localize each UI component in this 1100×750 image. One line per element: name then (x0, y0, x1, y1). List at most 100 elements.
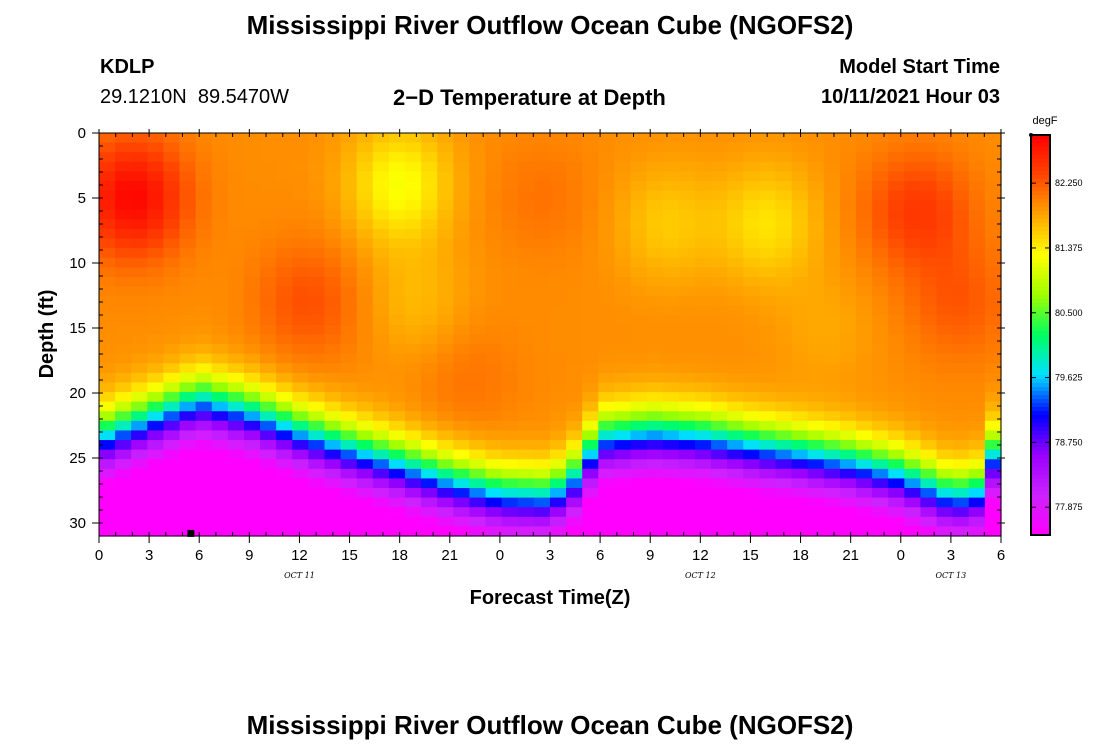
heatmap-cell (872, 372, 889, 384)
heatmap-cell (276, 296, 293, 307)
heatmap-cell (421, 420, 438, 432)
heatmap-cell (211, 286, 229, 297)
heatmap-cell (195, 382, 213, 393)
heatmap-cell (115, 238, 132, 249)
heatmap-cell (388, 382, 406, 393)
heatmap-cell (582, 363, 599, 374)
heatmap-cell (243, 507, 261, 518)
heatmap-cell (453, 497, 471, 508)
heatmap-cell (630, 526, 648, 537)
heatmap-cell (163, 488, 181, 499)
heatmap-cell (791, 267, 809, 278)
colorbar-segment (1031, 463, 1050, 468)
heatmap-cell (421, 228, 438, 240)
heatmap-cell (195, 219, 213, 230)
heatmap-cell (743, 200, 760, 211)
colorbar-segment (1031, 315, 1050, 320)
heatmap-cell (920, 276, 938, 288)
heatmap-cell (952, 276, 970, 288)
heatmap-cell (179, 372, 197, 384)
heatmap-cell (453, 392, 471, 403)
heatmap-cell (550, 334, 567, 345)
heatmap-cell (179, 276, 197, 288)
heatmap-cell (711, 392, 728, 403)
heatmap-cell (308, 161, 326, 172)
heatmap-cell (163, 526, 181, 537)
heatmap-cell (276, 497, 293, 508)
heatmap-cell (469, 267, 487, 278)
heatmap-cell (791, 228, 809, 240)
heatmap-cell (485, 363, 503, 374)
heatmap-cell (743, 468, 760, 480)
heatmap-cell (630, 209, 648, 220)
heatmap-cell (324, 488, 342, 499)
heatmap-cell (550, 382, 567, 393)
heatmap-cell (614, 363, 632, 374)
heatmap-cell (260, 180, 277, 192)
colorbar-tick-label: 82.250 (1055, 178, 1083, 188)
colorbar-segment (1031, 431, 1050, 436)
heatmap-cell (405, 286, 422, 297)
heatmap-cell (356, 267, 374, 278)
heatmap-cell (131, 180, 148, 192)
heatmap-cell (340, 440, 358, 451)
heatmap-cell (437, 344, 454, 355)
heatmap-cell (469, 401, 487, 412)
heatmap-cell (211, 420, 229, 432)
heatmap-cell (195, 440, 213, 451)
heatmap-cell (324, 334, 342, 345)
heatmap-cell (630, 468, 648, 480)
heatmap-cell (276, 209, 293, 220)
heatmap-cell (211, 209, 229, 220)
heatmap-cell (678, 305, 696, 316)
heatmap-cell (872, 401, 889, 412)
heatmap-cell (678, 507, 696, 518)
heatmap-cell (582, 372, 599, 384)
heatmap-cell (469, 257, 487, 268)
heatmap-cell (308, 180, 326, 192)
heatmap-cell (388, 344, 406, 355)
heatmap-cell (163, 382, 181, 393)
heatmap-cell (356, 133, 374, 144)
heatmap-cell (646, 286, 664, 297)
heatmap-cell (179, 257, 197, 268)
heatmap-cell (872, 449, 889, 460)
heatmap-cell (324, 401, 342, 412)
heatmap-cell (485, 526, 503, 537)
heatmap-cell (550, 286, 567, 297)
heatmap-cell (920, 516, 938, 528)
heatmap-cell (308, 372, 326, 384)
heatmap-cell (324, 449, 342, 460)
heatmap-cell (936, 209, 954, 220)
heatmap-cell (743, 440, 760, 451)
heatmap-cell (501, 382, 519, 393)
heatmap-cell (533, 171, 551, 182)
heatmap-cell (598, 286, 616, 297)
heatmap-cell (791, 209, 809, 220)
heatmap-cell (936, 219, 954, 230)
heatmap-cell (807, 526, 825, 537)
heatmap-cell (179, 392, 197, 403)
heatmap-cell (662, 228, 680, 240)
heatmap-cell (904, 334, 922, 345)
heatmap-cell (195, 180, 213, 192)
heatmap-cell (501, 267, 519, 278)
heatmap-cell (550, 363, 567, 374)
heatmap-cell (372, 488, 390, 499)
heatmap-cell (566, 324, 583, 336)
heatmap-cell (614, 152, 632, 163)
heatmap-cell (662, 488, 680, 499)
heatmap-cell (485, 478, 503, 489)
heatmap-cell (324, 411, 342, 422)
heatmap-cell (904, 238, 922, 249)
heatmap-cell (952, 372, 970, 384)
heatmap-cell (131, 238, 148, 249)
heatmap-cell (807, 468, 825, 480)
heatmap-cell (968, 488, 986, 499)
heatmap-cell (598, 363, 616, 374)
heatmap-cell (163, 133, 181, 144)
heatmap-cell (324, 420, 342, 432)
heatmap-cell (872, 267, 889, 278)
colorbar-segment (1031, 339, 1050, 344)
heatmap-cell (340, 228, 358, 240)
